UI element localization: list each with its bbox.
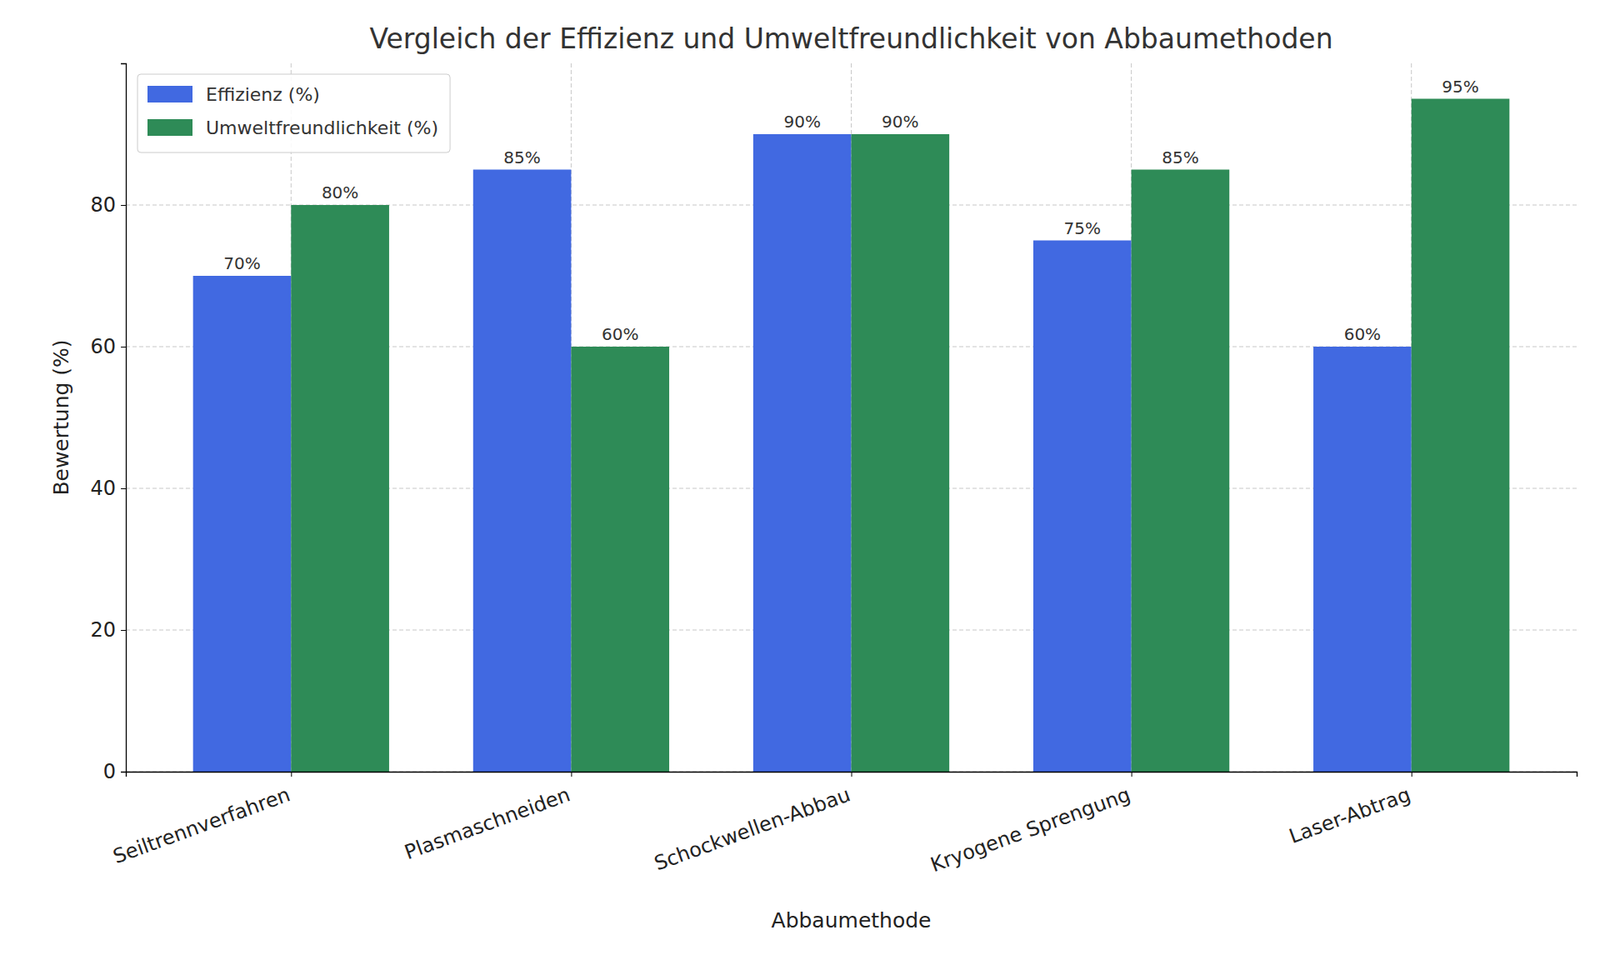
x-tick: Laser-Abtrag xyxy=(1285,771,1414,849)
x-tick: Seiltrennverfahren xyxy=(110,771,294,869)
data-label: 60% xyxy=(1344,324,1381,345)
legend-box xyxy=(137,74,450,153)
bar xyxy=(1131,170,1230,773)
y-tick: 40 xyxy=(90,476,126,500)
y-axis-line xyxy=(120,64,127,773)
y-tick: 60 xyxy=(90,335,126,359)
data-label: 75% xyxy=(1064,218,1101,239)
x-axis-line xyxy=(126,772,1578,778)
y-tick-label: 0 xyxy=(103,760,116,784)
bar xyxy=(1411,99,1510,773)
chart-title: Vergleich der Effizienz und Umweltfreund… xyxy=(369,22,1333,55)
y-tick-mark xyxy=(120,771,126,773)
data-label: 85% xyxy=(503,147,540,168)
bars xyxy=(193,99,1510,773)
bar xyxy=(290,205,390,772)
y-tick-label: 40 xyxy=(90,476,116,500)
x-tick-label: Laser-Abtrag xyxy=(1285,782,1414,849)
chart-container: 70% 85% 90% 75% 60% 80% 60% 90% 85% 95% 0 20 40 60 80 S… xyxy=(0,0,1600,960)
data-label: 90% xyxy=(881,111,919,132)
y-tick: 0 xyxy=(103,760,126,784)
x-tick: Kryogene Sprengung xyxy=(927,771,1134,877)
bar xyxy=(193,275,292,772)
y-tick-mark xyxy=(120,630,126,631)
data-label: 85% xyxy=(1161,147,1199,168)
x-tick-mark xyxy=(1411,771,1413,777)
x-tick-mark xyxy=(290,771,292,777)
y-tick: 20 xyxy=(90,618,126,642)
y-tick-label: 80 xyxy=(90,193,116,217)
x-tick-mark xyxy=(851,771,853,777)
x-axis: Seiltrennverfahren Plasmaschneiden Schockw… xyxy=(110,771,1578,877)
chart-svg: 70% 85% 90% 75% 60% 80% 60% 90% 85% 95% 0 20 40 60 80 S… xyxy=(0,0,1600,960)
grid xyxy=(125,63,1577,772)
y-axis-title: Bewertung (%) xyxy=(49,339,74,495)
x-tick-mark xyxy=(1131,771,1133,777)
bar xyxy=(473,170,572,773)
bar xyxy=(851,134,950,772)
legend-swatch xyxy=(147,119,193,136)
data-label: 80% xyxy=(321,182,359,203)
y-tick-mark xyxy=(120,488,126,490)
y-tick-label: 60 xyxy=(90,335,116,359)
bar xyxy=(1033,240,1132,773)
y-tick: 80 xyxy=(90,193,126,217)
x-tick-label: Schockwellen-Abbau xyxy=(650,782,854,875)
legend: Effizienz (%) Umweltfreundlichkeit (%) xyxy=(137,74,450,153)
y-tick-label: 20 xyxy=(90,618,116,642)
data-label: 60% xyxy=(601,324,639,345)
bar xyxy=(570,346,670,772)
x-tick-label: Kryogene Sprengung xyxy=(927,782,1134,877)
legend-label: Effizienz (%) xyxy=(205,84,320,105)
x-axis-title: Abbaumethode xyxy=(771,908,932,933)
y-axis: 0 20 40 60 80 xyxy=(90,64,126,785)
legend-label: Umweltfreundlichkeit (%) xyxy=(205,117,439,139)
y-tick-mark xyxy=(120,346,126,348)
bar xyxy=(753,134,852,772)
data-label: 90% xyxy=(783,111,820,132)
x-tick: Schockwellen-Abbau xyxy=(650,771,854,875)
legend-swatch xyxy=(147,85,193,103)
x-tick-label: Seiltrennverfahren xyxy=(110,782,294,869)
data-label: 70% xyxy=(223,253,260,274)
x-tick: Plasmaschneiden xyxy=(401,771,574,865)
y-tick-mark xyxy=(120,205,126,206)
x-tick-label: Plasmaschneiden xyxy=(401,782,574,865)
bar xyxy=(1313,346,1412,772)
data-label: 95% xyxy=(1441,76,1479,97)
x-tick-mark xyxy=(570,771,572,777)
